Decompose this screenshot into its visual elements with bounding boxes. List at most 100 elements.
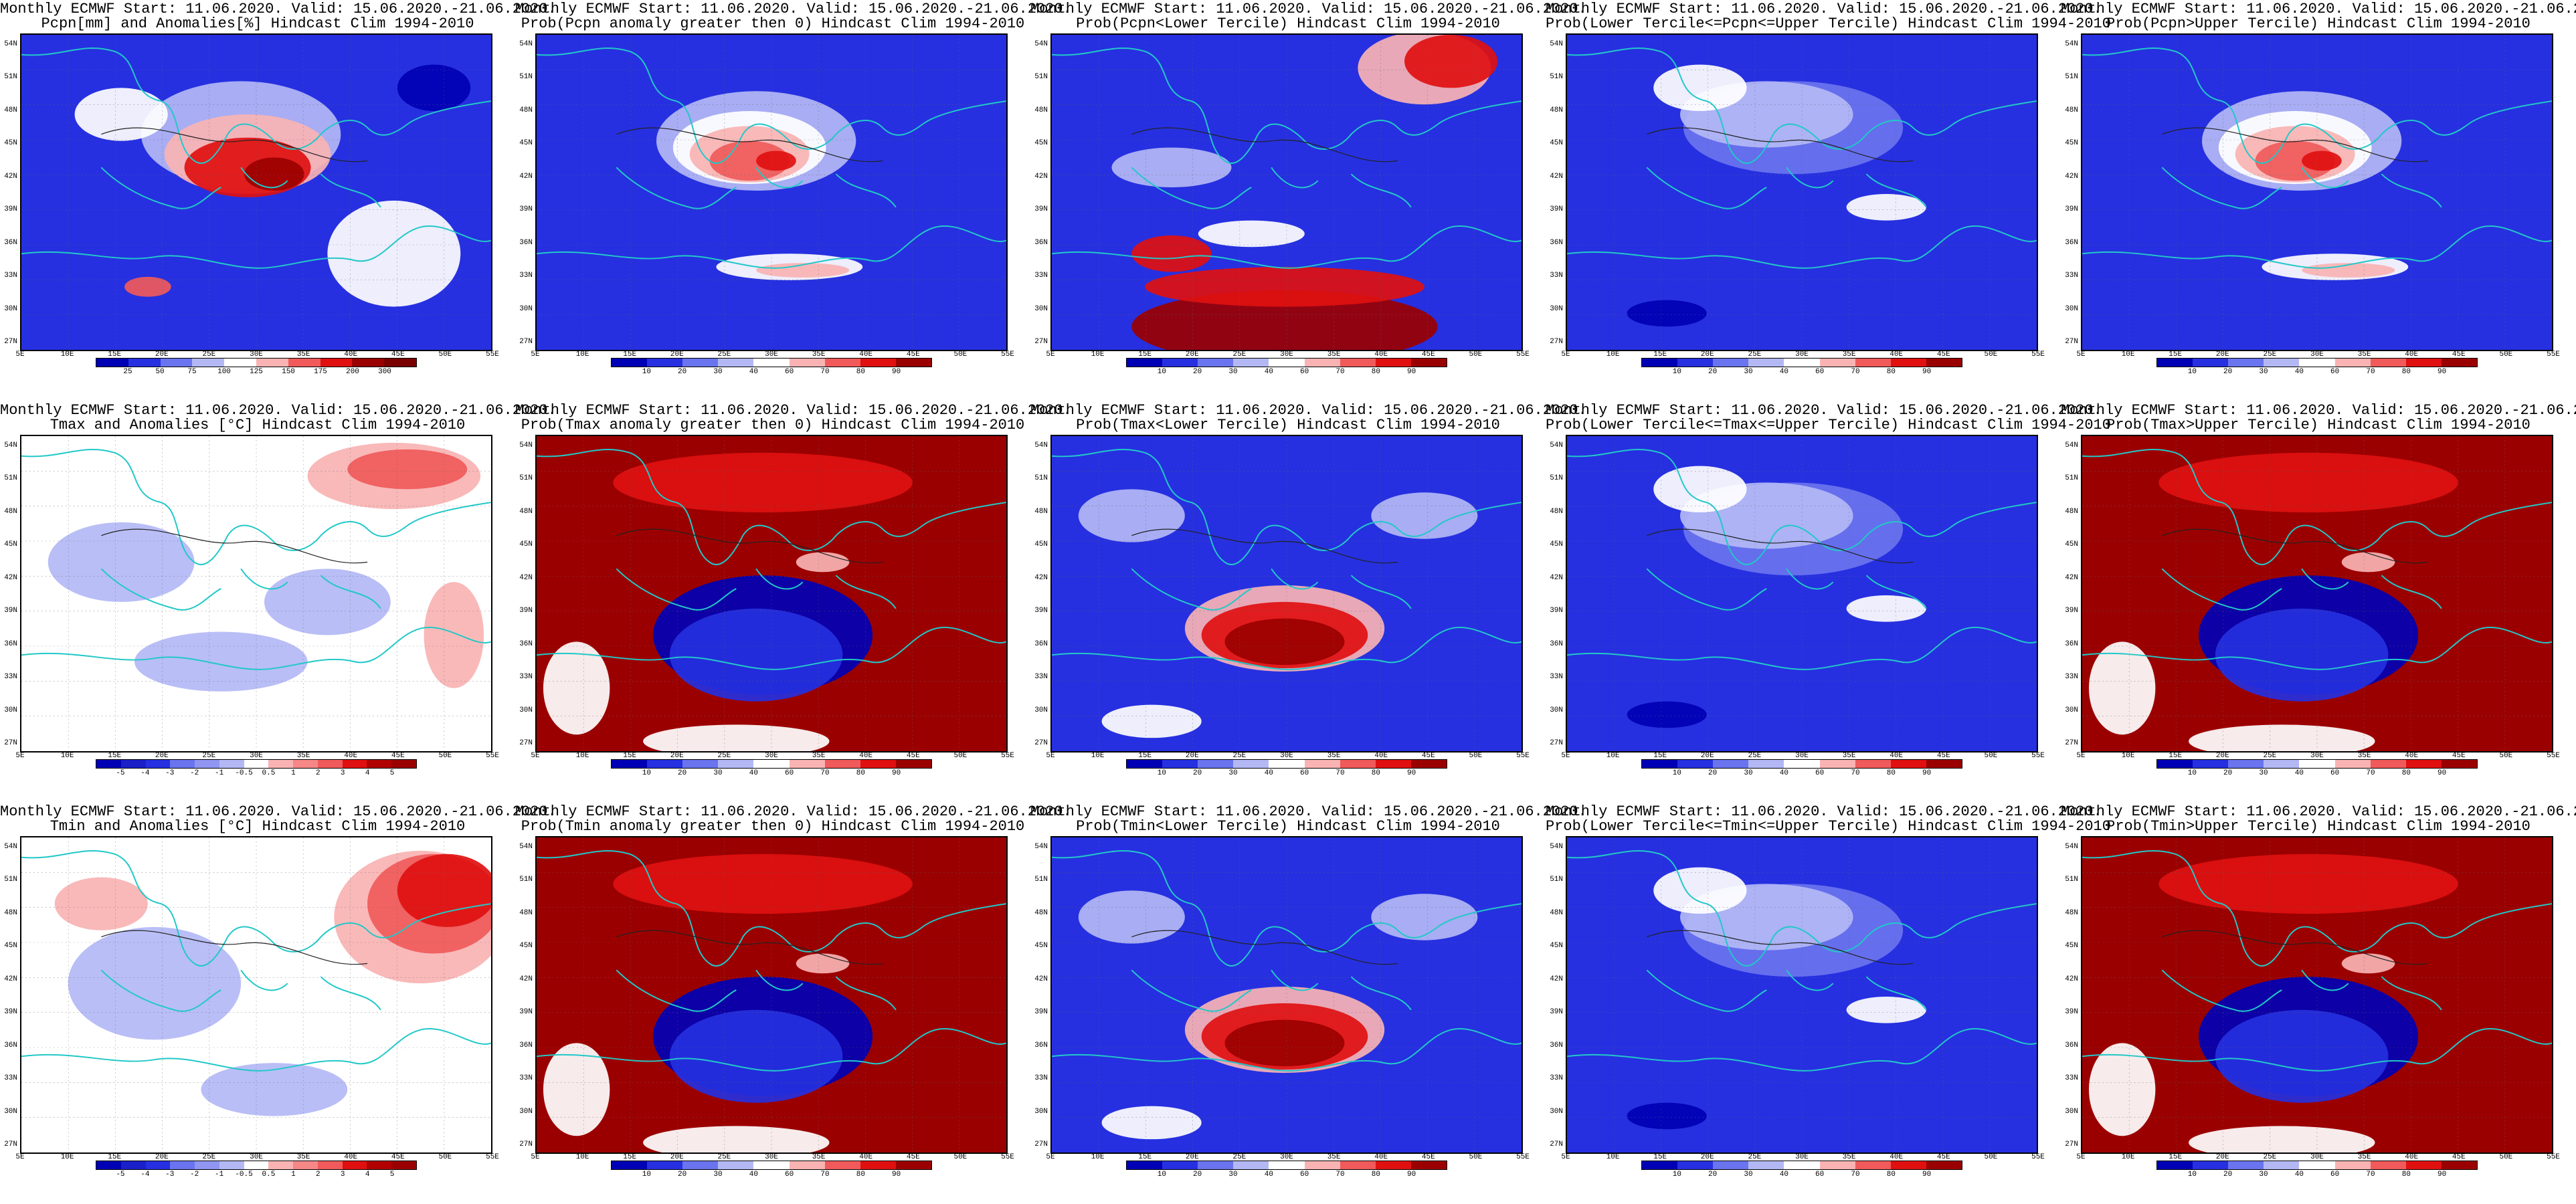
coastline xyxy=(537,849,1006,967)
colorbar-label: 0.5 xyxy=(262,769,276,777)
panel-8-map xyxy=(1050,435,1523,752)
colorbar-swatch xyxy=(1713,359,1749,367)
lon-tick-label: 20E xyxy=(670,350,684,359)
colorbar-label: 60 xyxy=(785,769,794,777)
anomaly-region xyxy=(2341,552,2395,573)
colorbar-label: 300 xyxy=(378,368,391,376)
colorbar-swatch xyxy=(1819,1161,1855,1169)
anomaly-region xyxy=(1846,595,1926,622)
lon-tick-label: 45E xyxy=(1421,752,1435,760)
lon-tick-label: 45E xyxy=(2452,350,2466,359)
lat-tick-label: 33N xyxy=(2065,1074,2078,1083)
panel-title-line2: Prob(Tmax>Upper Tercile) Hindcast Clim 1… xyxy=(2106,417,2531,433)
colorbar-swatch xyxy=(1677,760,1714,768)
colorbar-swatch xyxy=(860,359,896,367)
lat-tick-label: 45N xyxy=(4,942,17,950)
colorbar-swatch xyxy=(2334,1161,2371,1169)
lat-tick-label: 45N xyxy=(1034,942,1048,950)
lon-tick-label: 50E xyxy=(953,752,968,760)
anomaly-region xyxy=(796,552,850,573)
lat-tick-label: 27N xyxy=(1550,739,1563,747)
colorbar-label: 30 xyxy=(1744,769,1753,777)
anomaly-region xyxy=(1371,492,1478,539)
map-field xyxy=(537,837,1006,1152)
lon-tick-label: 20E xyxy=(1700,350,1714,359)
lon-tick-label: 45E xyxy=(1936,752,1950,760)
panel-3-colorbar xyxy=(1126,358,1447,367)
panel-7-colorbar-labels: 10 20 30 40 60 70 80 90 xyxy=(611,769,932,779)
coastline xyxy=(537,627,1006,670)
lon-tick-label: 10E xyxy=(60,752,74,760)
panel-4-colorbar-labels: 10 20 30 40 60 70 80 90 xyxy=(1641,368,1962,377)
colorbar-swatch xyxy=(1375,359,1411,367)
lon-tick-label: 5E xyxy=(1561,350,1570,359)
anomaly-region xyxy=(124,276,171,297)
lon-tick-label: 30E xyxy=(1795,752,1809,760)
lon-tick-label: 40E xyxy=(344,350,358,359)
panel-3: Monthly ECMWF Start: 11.06.2020. Valid: … xyxy=(1030,0,1587,401)
colorbar-label: 30 xyxy=(2259,769,2268,777)
coastline xyxy=(2082,849,2552,967)
colorbar-label: 40 xyxy=(2294,368,2304,376)
coastline xyxy=(1052,1028,1522,1072)
colorbar-swatch xyxy=(1340,1161,1376,1169)
colorbar-label: 90 xyxy=(892,1171,901,1179)
colorbar-label: 80 xyxy=(2401,368,2411,376)
lon-tick-label: 10E xyxy=(1606,1153,1620,1161)
colorbar-label: -5 xyxy=(116,769,125,777)
lon-tick-label: 15E xyxy=(2169,350,2183,359)
colorbar-swatch xyxy=(1269,760,1305,768)
colorbar-swatch xyxy=(293,760,318,768)
colorbar-swatch xyxy=(1198,1161,1234,1169)
colorbar-swatch xyxy=(824,1161,860,1169)
lat-tick-label: 27N xyxy=(4,338,17,346)
lat-tick-label: 27N xyxy=(1034,338,1048,346)
colorbar-swatch xyxy=(192,359,225,367)
coastline xyxy=(1131,167,1412,209)
colorbar-label: 30 xyxy=(713,769,723,777)
lon-tick-label: 10E xyxy=(60,350,74,359)
lat-tick-label: 48N xyxy=(1550,507,1563,516)
lon-tick-label: 40E xyxy=(1890,752,1904,760)
colorbar-swatch xyxy=(682,760,719,768)
contour-line xyxy=(2162,127,2429,163)
anomaly-region xyxy=(1131,290,1438,350)
panel-4: Monthly ECMWF Start: 11.06.2020. Valid: … xyxy=(1546,0,2111,401)
panel-title-line2: Prob(Tmax anomaly greater then 0) Hindca… xyxy=(521,417,1025,433)
colorbar-label: 30 xyxy=(1228,769,1238,777)
colorbar-swatch xyxy=(647,359,683,367)
lat-tick-label: 27N xyxy=(4,1140,17,1148)
lon-tick-label: 35E xyxy=(1327,1153,1341,1161)
colorbar-swatch xyxy=(2228,760,2264,768)
lon-tick-label: 45E xyxy=(1936,350,1950,359)
colorbar-label: 175 xyxy=(314,368,327,376)
coastline xyxy=(21,47,491,164)
lon-tick-label: 45E xyxy=(2452,1153,2466,1161)
colorbar-label: -1 xyxy=(215,1171,224,1179)
lon-tick-label: 10E xyxy=(575,752,589,760)
lat-tick-label: 33N xyxy=(1034,1074,1048,1083)
panel-9-colorbar xyxy=(1641,759,1962,769)
anomaly-region xyxy=(2189,1126,2375,1152)
colorbar-label: 80 xyxy=(1371,1171,1380,1179)
colorbar-label: 90 xyxy=(892,368,901,376)
lat-tick-label: 42N xyxy=(1034,573,1048,582)
colorbar-label: 60 xyxy=(2330,769,2340,777)
lat-tick-label: 30N xyxy=(1034,706,1048,714)
lat-tick-label: 36N xyxy=(2065,1041,2078,1049)
map-field xyxy=(2082,436,2552,751)
lat-tick-label: 27N xyxy=(1034,1140,1048,1148)
lat-tick-label: 27N xyxy=(1550,1140,1563,1148)
colorbar-swatch xyxy=(895,1161,931,1169)
lat-tick-label: 33N xyxy=(519,1074,533,1083)
lon-tick-label: 55E xyxy=(2547,1153,2560,1161)
lon-tick-label: 20E xyxy=(155,350,169,359)
lon-tick-label: 15E xyxy=(2169,752,2183,760)
colorbar-swatch xyxy=(256,359,288,367)
colorbar-swatch xyxy=(2157,1161,2193,1169)
anomaly-region xyxy=(2341,953,2395,974)
colorbar-label: 70 xyxy=(2366,769,2375,777)
colorbar-swatch xyxy=(2299,359,2335,367)
anomaly-region xyxy=(1078,489,1185,542)
colorbar-swatch xyxy=(1127,760,1163,768)
